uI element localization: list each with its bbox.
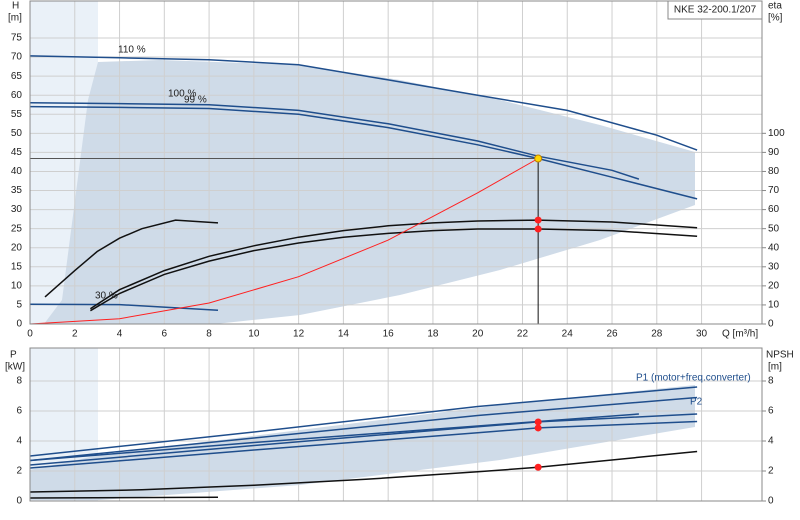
annotation: P2 [690, 397, 703, 408]
curve [44, 219, 219, 298]
y-tick-label: 8 [16, 376, 22, 387]
y-tick-label: 4 [16, 436, 22, 447]
curve [29, 158, 539, 325]
y-label: P [10, 350, 17, 361]
y-tick-label: 30 [11, 204, 23, 215]
operating-point [534, 424, 542, 432]
operating-range [44, 60, 695, 324]
x-tick-label: 10 [248, 329, 260, 340]
y2-tick-label: 0 [768, 319, 774, 330]
y-tick-label: 70 [11, 52, 23, 63]
y-tick-label: 65 [11, 71, 23, 82]
curve [29, 496, 219, 499]
curve [29, 386, 698, 457]
y-tick-label: 55 [11, 109, 23, 120]
curve-label: 99 % [184, 95, 207, 106]
y-unit: [m] [8, 13, 22, 24]
operating-point [534, 154, 543, 163]
y2-tick-label: 4 [768, 436, 774, 447]
y2-tick-label: 8 [768, 376, 774, 387]
y2-tick-label: 30 [768, 261, 780, 272]
y-tick-label: 0 [16, 319, 22, 330]
curve [29, 55, 698, 151]
curve [29, 102, 640, 180]
y-tick-label: 0 [16, 496, 22, 507]
y2-tick-label: 50 [768, 223, 780, 234]
curve-label: 30 % [95, 291, 118, 302]
y2-tick-label: 100 [768, 128, 785, 139]
y2-label: NPSH [766, 350, 794, 361]
y2-tick-label: 2 [768, 466, 774, 477]
y-tick-label: 25 [11, 223, 23, 234]
x-tick-label: 26 [606, 329, 618, 340]
chart-title: NKE 32-200.1/207 [674, 5, 757, 16]
y-tick-label: 60 [11, 90, 23, 101]
annotation: P1 (motor+freq.converter) [636, 373, 751, 384]
y2-tick-label: 40 [768, 242, 780, 253]
curve [29, 303, 219, 312]
y2-tick-label: 90 [768, 147, 780, 158]
curve [29, 413, 639, 462]
y2-tick-label: 60 [768, 204, 780, 215]
operating-range [30, 385, 695, 500]
layers: 0 2 4 6 8 10 12 14 16 18 20 22 24 26 28 300510152025303… [11, 1, 785, 507]
operating-point [534, 418, 542, 426]
x-tick-label: 14 [338, 329, 350, 340]
y-tick-label: 50 [11, 128, 23, 139]
curve [29, 413, 698, 466]
x-tick-label: 16 [383, 329, 395, 340]
x-tick-label: 4 [117, 329, 123, 340]
x-tick-label: 8 [206, 329, 212, 340]
lower-frame [29, 347, 763, 502]
curve [29, 420, 698, 469]
operating-point [534, 463, 542, 471]
x-tick-label: 2 [72, 329, 78, 340]
y-label: H [12, 1, 19, 12]
x-tick-label: 20 [472, 329, 484, 340]
x-tick-label: 6 [162, 329, 168, 340]
x-tick-label: 18 [427, 329, 439, 340]
curve [29, 105, 698, 200]
y-tick-label: 20 [11, 242, 23, 253]
curve-label: 100 % [168, 89, 196, 100]
y2-unit: [m] [768, 362, 782, 373]
x-tick-label: 0 [27, 329, 33, 340]
upper-frame [29, 0, 763, 325]
x-tick-label: 24 [562, 329, 574, 340]
y2-unit: [%] [768, 13, 783, 24]
y-tick-label: 5 [16, 300, 22, 311]
curve [29, 396, 698, 462]
y2-tick-label: 6 [768, 406, 774, 417]
x-tick-label: 12 [293, 329, 305, 340]
y-tick-label: 40 [11, 166, 23, 177]
y-tick-label: 35 [11, 185, 23, 196]
title-box [667, 0, 763, 20]
x-tick-label: 22 [517, 329, 529, 340]
x-tick-label: 28 [651, 329, 663, 340]
y-unit: [kW] [5, 362, 25, 373]
y-tick-label: 45 [11, 147, 23, 158]
operating-point [534, 225, 542, 233]
y-tick-label: 15 [11, 261, 23, 272]
y2-tick-label: 80 [768, 166, 780, 177]
operating-point [534, 216, 542, 224]
x-tick-label: 30 [696, 329, 708, 340]
curve-label: 110 % [118, 45, 146, 56]
y2-tick-label: 70 [768, 185, 780, 196]
y2-label: eta [768, 1, 782, 12]
y-tick-label: 6 [16, 406, 22, 417]
y-tick-label: 10 [11, 281, 23, 292]
y-tick-label: 2 [16, 466, 22, 477]
y2-tick-label: 10 [768, 300, 780, 311]
x-label: Q [m³/h] [722, 329, 758, 340]
y2-tick-label: 20 [768, 281, 780, 292]
y2-tick-label: 0 [768, 496, 774, 507]
y-tick-label: 75 [11, 33, 23, 44]
